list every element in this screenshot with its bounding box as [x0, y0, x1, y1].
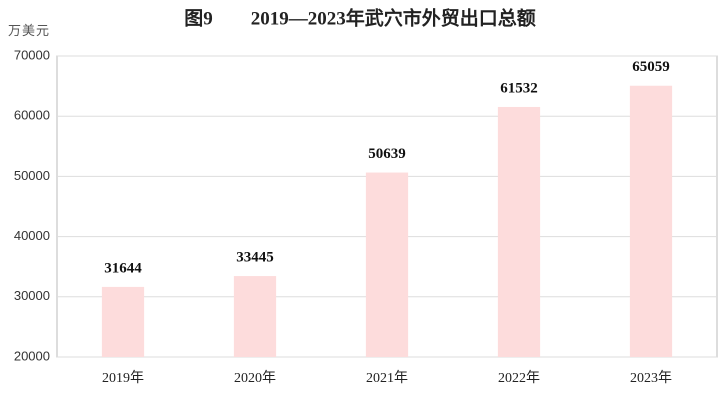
- bar: [497, 106, 541, 358]
- value-label: 61532: [500, 80, 538, 96]
- x-tick-label: 2022年: [498, 370, 540, 386]
- x-tick-label: 2023年: [630, 370, 672, 386]
- y-tick-label: 20000: [14, 348, 50, 363]
- y-tick-label: 50000: [14, 168, 50, 183]
- y-tick-label: 70000: [14, 47, 50, 62]
- bar: [101, 286, 145, 357]
- x-tick-label: 2021年: [366, 370, 408, 386]
- value-label: 33445: [236, 249, 274, 265]
- bar: [629, 85, 673, 358]
- y-tick-label: 30000: [14, 288, 50, 303]
- x-tick-label: 2019年: [102, 370, 144, 386]
- value-label: 50639: [368, 146, 406, 162]
- value-label: 31644: [104, 260, 142, 276]
- y-tick-label: 60000: [14, 108, 50, 123]
- bar: [365, 172, 409, 357]
- value-label: 65059: [632, 59, 670, 75]
- bar: [233, 276, 277, 357]
- x-tick-label: 2020年: [234, 370, 276, 386]
- y-axis-label: 万美元: [8, 23, 50, 38]
- y-tick-label: 40000: [14, 228, 50, 243]
- chart-title: 图9 2019—2023年武穴市外贸出口总额: [184, 6, 536, 29]
